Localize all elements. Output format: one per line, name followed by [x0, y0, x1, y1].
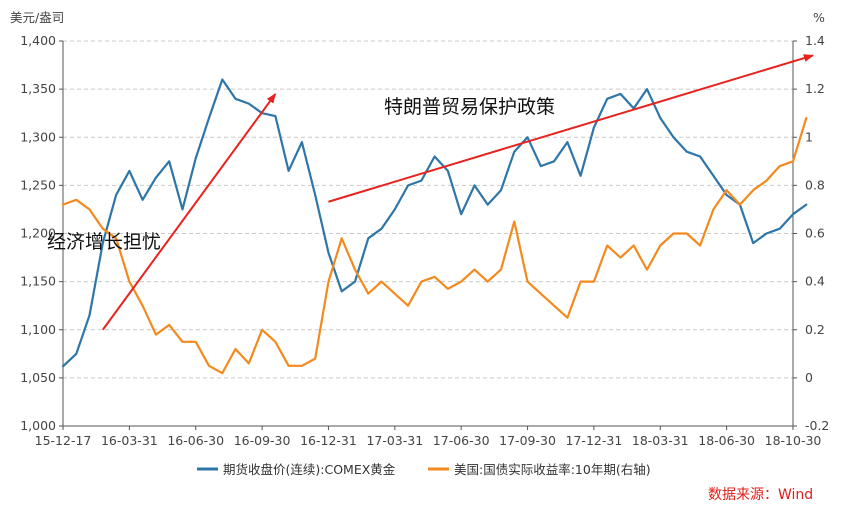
annotation-growth-worry: 经济增长担忧	[47, 231, 161, 253]
x-tick-label: 17-03-31	[366, 433, 423, 448]
legend-label-yield: 美国:国债实际收益率:10年期(右轴)	[454, 462, 651, 477]
annotation-arrows	[102, 54, 814, 331]
left-axis-ticks: 1,000 1,050 1,100 1,150 1,200 1,250 1,300 1,350…	[20, 33, 63, 433]
data-source: 数据来源：Wind	[708, 487, 813, 503]
right-tick-label: 1	[805, 129, 813, 144]
legend-label-gold: 期货收盘价(连续):COMEX黄金	[223, 462, 396, 477]
right-tick-label: 0.4	[805, 274, 825, 289]
arrow-growth-worry	[102, 93, 277, 331]
x-tick-label: 16-03-31	[101, 433, 158, 448]
right-tick-label: 1.4	[805, 33, 825, 48]
left-tick-label: 1,300	[20, 129, 56, 144]
series-lines	[61, 78, 808, 375]
left-tick-label: 1,000	[20, 418, 56, 433]
x-tick-label: 18-06-30	[698, 433, 755, 448]
arrow-trade-policy	[328, 54, 814, 203]
left-tick-label: 1,100	[20, 322, 56, 337]
left-tick-label: 1,400	[20, 33, 56, 48]
annotation-trade-policy: 特朗普贸易保护政策	[384, 96, 555, 118]
right-tick-label: 0	[805, 370, 813, 385]
right-tick-label: 1.2	[805, 81, 825, 96]
series-line-gold-futures	[61, 78, 808, 368]
gridlines	[63, 40, 793, 379]
left-tick-label: 1,050	[20, 370, 56, 385]
x-tick-label: 17-12-31	[566, 433, 623, 448]
left-axis-unit: 美元/盎司	[10, 10, 64, 25]
legend: 期货收盘价(连续):COMEX黄金 美国:国债实际收益率:10年期(右轴)	[197, 462, 651, 477]
x-tick-label: 16-12-31	[300, 433, 357, 448]
x-tick-label: 18-10-30	[765, 433, 822, 448]
x-tick-label: 17-09-30	[499, 433, 556, 448]
right-axis-unit: %	[813, 10, 825, 25]
right-tick-label: 0.2	[805, 322, 825, 337]
x-tick-label: 18-03-31	[632, 433, 689, 448]
right-tick-label: 0.6	[805, 226, 825, 241]
right-tick-label: -0.2	[805, 418, 829, 433]
x-axis-ticks: 15-12-17 16-03-31 16-06-30 16-09-30 16-12-31…	[35, 426, 822, 448]
x-tick-label: 15-12-17	[35, 433, 92, 448]
series-line-real-yield	[61, 116, 808, 375]
left-tick-label: 1,250	[20, 177, 56, 192]
right-axis-ticks: -0.2 0 0.2 0.4 0.6 0.8 1 1.2 1.4	[793, 33, 829, 433]
x-tick-label: 17-06-30	[433, 433, 490, 448]
x-tick-label: 16-09-30	[234, 433, 291, 448]
left-tick-label: 1,350	[20, 81, 56, 96]
left-tick-label: 1,200	[20, 226, 56, 241]
left-tick-label: 1,150	[20, 274, 56, 289]
x-tick-label: 16-06-30	[167, 433, 224, 448]
right-tick-label: 0.8	[805, 177, 825, 192]
